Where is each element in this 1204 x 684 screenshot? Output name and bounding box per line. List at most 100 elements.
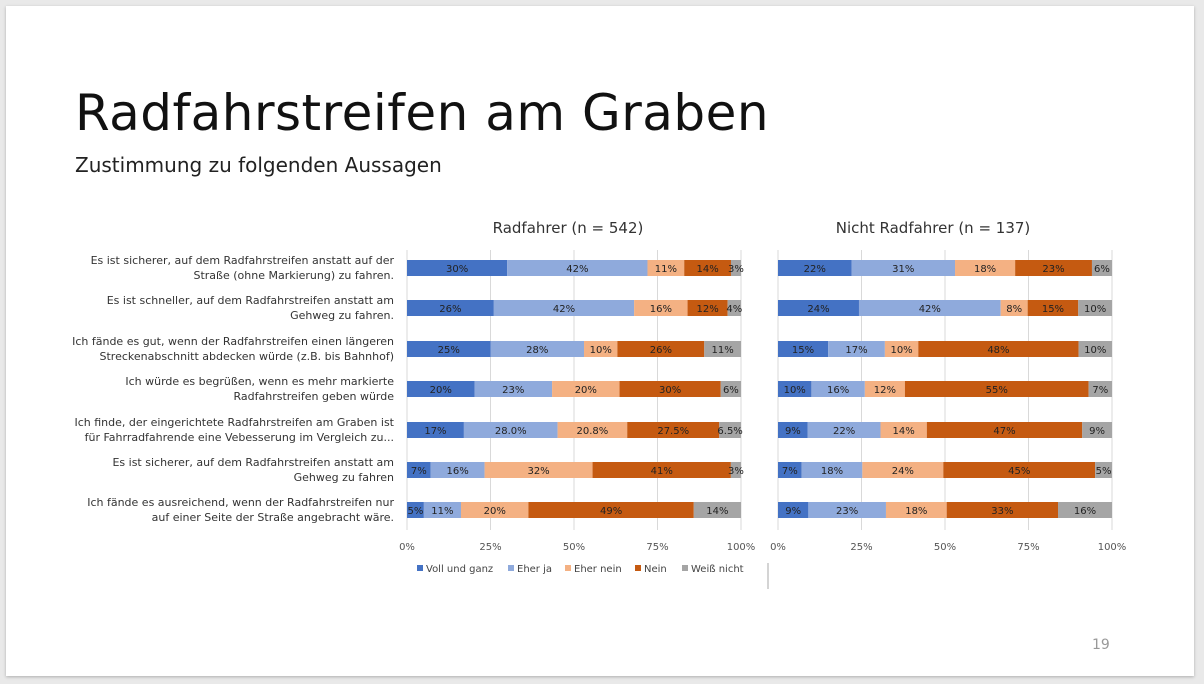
data-label: 23% — [836, 506, 858, 517]
category-label: Ich fände es ausreichend, wenn der Radfa… — [87, 496, 394, 509]
data-label: 41% — [651, 466, 673, 477]
data-label: 45% — [1008, 466, 1030, 477]
data-label: 6% — [1094, 264, 1110, 275]
x-tick-label: 25% — [479, 542, 501, 553]
bar-segment — [584, 341, 618, 357]
bar-segment — [407, 502, 424, 518]
data-label: 27.5% — [657, 426, 689, 437]
page-number: 19 — [1092, 637, 1110, 653]
bar-segment — [778, 300, 859, 316]
x-tick-label: 0% — [399, 542, 415, 553]
bar-segment — [918, 341, 1079, 357]
data-label: 20% — [430, 385, 452, 396]
data-label: 20% — [575, 385, 597, 396]
data-label: 14% — [696, 264, 718, 275]
bar-segment — [528, 502, 694, 518]
bar-segment — [1058, 502, 1112, 518]
legend-swatch — [565, 565, 571, 571]
data-label: 14% — [893, 426, 915, 437]
data-label: 5% — [1096, 466, 1112, 477]
data-label: 20.8% — [577, 426, 609, 437]
bar-segment — [619, 381, 721, 397]
data-label: 6.5% — [717, 426, 742, 437]
bar-segment — [423, 502, 461, 518]
data-label: 30% — [446, 264, 468, 275]
bar-segment — [719, 422, 741, 438]
data-label: 16% — [650, 304, 672, 315]
data-label: 24% — [807, 304, 829, 315]
chart-panel: Radfahrer (n = 542) 0% 25% 50% 75% 100% 30% 42%… — [399, 219, 755, 553]
data-label: 18% — [974, 264, 996, 275]
data-label: 30% — [659, 385, 681, 396]
data-label: 28% — [526, 345, 548, 356]
data-label: 42% — [919, 304, 941, 315]
data-label: 18% — [905, 506, 927, 517]
data-label: 4% — [726, 304, 742, 315]
bar-segment — [407, 422, 464, 438]
data-label: 26% — [439, 304, 461, 315]
chart-panel: Nicht Radfahrer (n = 137) 0% 25% 50% 75% 100%… — [770, 219, 1126, 553]
data-label: 20% — [484, 506, 506, 517]
legend-label: Eher nein — [574, 564, 622, 575]
data-label: 7% — [1092, 385, 1108, 396]
data-label: 32% — [527, 466, 549, 477]
category-label: Es ist sicherer, auf dem Radfahrstreifen… — [112, 456, 394, 469]
data-label: 15% — [1042, 304, 1064, 315]
slide-subtitle: Zustimmung zu folgenden Aussagen — [75, 153, 442, 177]
data-label: 10% — [1084, 345, 1106, 356]
bar-segment — [851, 260, 956, 276]
data-label: 26% — [650, 345, 672, 356]
data-label: 23% — [502, 385, 524, 396]
data-label: 23% — [1042, 264, 1064, 275]
bar-segment — [704, 341, 741, 357]
bar-segment — [687, 300, 728, 316]
bar-segment — [1078, 341, 1112, 357]
data-label: 9% — [785, 426, 801, 437]
bar-segment — [407, 462, 431, 478]
legend-label: Eher ja — [517, 564, 552, 575]
bar-segment — [490, 341, 585, 357]
bar-segment — [634, 300, 688, 316]
legend-swatch — [417, 565, 423, 571]
bar-segment — [1078, 300, 1112, 316]
data-label: 31% — [892, 264, 914, 275]
x-tick-label: 50% — [934, 542, 956, 553]
bar-segment — [1088, 381, 1112, 397]
data-label: 9% — [1089, 426, 1105, 437]
data-label: 9% — [785, 506, 801, 517]
bar-segment — [778, 341, 829, 357]
data-label: 24% — [892, 466, 914, 477]
bar-segment — [617, 341, 705, 357]
data-label: 14% — [706, 506, 728, 517]
bar-segment — [430, 462, 485, 478]
slide-title: Radfahrstreifen am Graben — [75, 84, 770, 142]
data-label: 10% — [784, 385, 806, 396]
bar-segment — [1091, 260, 1112, 276]
data-label: 33% — [991, 506, 1013, 517]
category-label: Gehweg zu fahren. — [290, 309, 394, 322]
legend-swatch — [508, 565, 514, 571]
bar-segment — [864, 381, 905, 397]
bar-segment — [904, 381, 1089, 397]
legend-label: Nein — [644, 564, 667, 575]
bar-segment — [647, 260, 685, 276]
x-tick-label: 25% — [850, 542, 872, 553]
bar-segment — [1095, 462, 1112, 478]
data-label: 17% — [424, 426, 446, 437]
category-label: Streckenabschnitt abdecken würde (z.B. b… — [100, 350, 394, 363]
category-label: Es ist schneller, auf dem Radfahrstreife… — [107, 294, 394, 307]
data-label: 7% — [411, 466, 427, 477]
category-label: Radfahrstreifen geben würde — [233, 390, 394, 403]
data-label: 16% — [1074, 506, 1096, 517]
bar-segment — [693, 502, 741, 518]
bar-segment — [811, 381, 865, 397]
data-label: 49% — [600, 506, 622, 517]
data-label: 42% — [553, 304, 575, 315]
bar-segment — [858, 300, 1001, 316]
data-label: 16% — [827, 385, 849, 396]
bar-segment — [474, 381, 553, 397]
bar-segment — [955, 260, 1016, 276]
category-label: Ich fände es gut, wenn der Radfahrstreif… — [72, 335, 394, 348]
chart-legend: Voll und ganz Eher ja Eher nein Nein Weiß ni… — [417, 564, 744, 575]
data-label: 6% — [723, 385, 739, 396]
